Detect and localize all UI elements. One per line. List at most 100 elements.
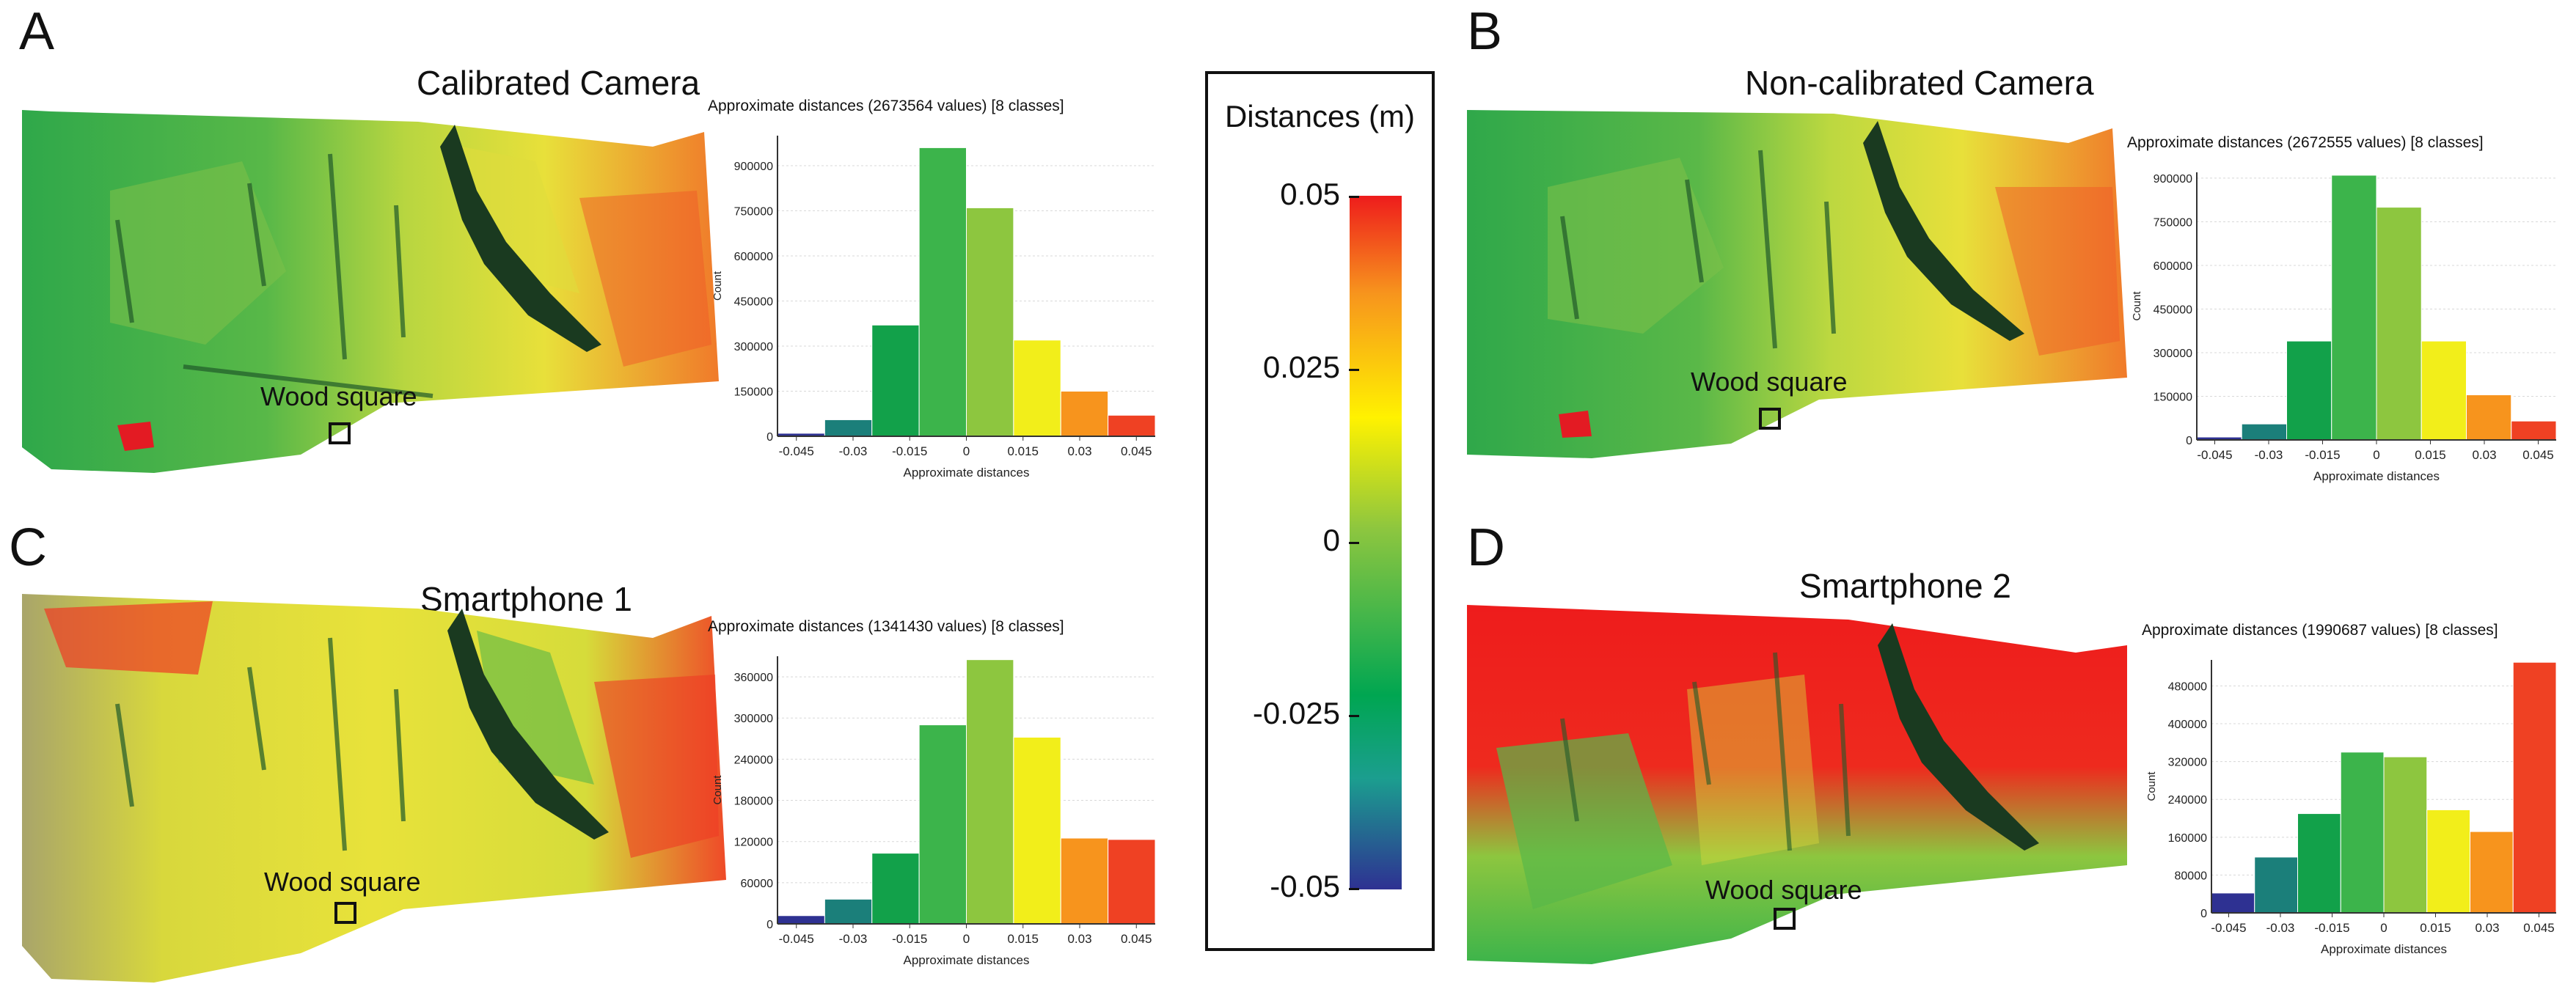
histogram-title: Approximate distances (2673564 values) […: [708, 98, 1064, 114]
histogram-x-tick-label: -0.015: [892, 444, 927, 458]
histogram-bar: [1060, 391, 1109, 437]
histogram-x-tick-label: 0: [963, 444, 970, 458]
histogram-bar: [966, 659, 1014, 925]
histogram-y-tick-label: 300000: [2154, 348, 2192, 360]
histogram-y-tick-label: 300000: [734, 713, 773, 725]
histogram-x-tick-label: -0.015: [2305, 448, 2340, 462]
colorbar-tick-label: 0.05: [1280, 177, 1340, 211]
histogram-y-label: Count: [711, 775, 724, 805]
terrain-map-c: Wood square: [22, 594, 726, 983]
terrain-map-b: Wood square: [1467, 110, 2127, 458]
colorbar-tick-mark: [1349, 196, 1359, 198]
panel-letter-b: B: [1467, 2, 1503, 61]
histogram-y-tick-label: 0: [2186, 435, 2192, 447]
histogram-x-label: Approximate distances: [2313, 469, 2440, 483]
histogram-bar: [2466, 394, 2512, 441]
histogram-y-tick-label: 0: [766, 919, 773, 931]
wood-square-label-d: Wood square: [1705, 875, 1862, 905]
histogram-x-tick-label: 0: [2380, 921, 2387, 935]
histogram-y-tick-label: 450000: [2154, 304, 2192, 316]
histogram-title: Approximate distances (1990687 values) […: [2142, 622, 2498, 639]
histogram-x-tick-label: -0.03: [839, 932, 868, 946]
histogram-x-tick-label: -0.03: [2255, 448, 2283, 462]
colorbar-tick-mark: [1349, 888, 1359, 890]
histogram-bar: [824, 898, 873, 925]
histogram-bar: [2383, 756, 2428, 914]
histogram-y-tick-label: 600000: [734, 251, 773, 263]
histogram-y-label: Count: [711, 271, 724, 301]
wood-square-label-a: Wood square: [260, 381, 417, 411]
histogram-x-label: Approximate distances: [904, 953, 1030, 967]
colorbar-tick-label: 0: [1322, 523, 1340, 557]
histogram-x-tick-label: -0.015: [892, 932, 927, 946]
histogram-b: Approximate distances (2672555 values) […: [2127, 134, 2557, 483]
histogram-y-tick-label: 300000: [734, 341, 773, 353]
colorbar-tick-label: 0.025: [1262, 350, 1340, 384]
histogram-y-tick-label: 240000: [2168, 794, 2207, 807]
histogram-y-tick-label: 750000: [734, 206, 773, 219]
wood-square-label-b: Wood square: [1691, 367, 1847, 397]
histogram-bar: [2421, 340, 2467, 441]
histogram-y-tick-label: 480000: [2168, 680, 2207, 693]
histogram-bar: [1060, 837, 1109, 925]
histogram-y-tick-label: 240000: [734, 754, 773, 766]
histogram-y-tick-label: 80000: [2175, 870, 2208, 882]
histogram-y-tick-label: 150000: [2154, 391, 2192, 403]
histogram-x-tick-label: -0.045: [2211, 921, 2246, 935]
histogram-bar: [1013, 339, 1061, 437]
histogram-x-tick-label: 0.015: [2420, 921, 2451, 935]
histogram-y-tick-label: 600000: [2154, 260, 2192, 273]
histogram-bar: [918, 724, 967, 925]
panel-letter-d: D: [1467, 518, 1505, 577]
histogram-bar: [2376, 207, 2422, 441]
panel-title-b: Non-calibrated Camera: [1745, 64, 2094, 102]
panel-title-d: Smartphone 2: [1799, 567, 2011, 605]
histogram-bar: [1108, 839, 1156, 925]
histogram-x-tick-label: 0.03: [1067, 444, 1091, 458]
histogram-x-tick-label: 0.03: [1067, 932, 1091, 946]
histogram-bar: [824, 419, 873, 437]
histogram-y-tick-label: 360000: [734, 672, 773, 684]
histogram-bar: [2241, 423, 2287, 441]
histogram-bar: [1108, 414, 1156, 437]
histogram-y-label: Count: [2145, 771, 2158, 801]
histogram-y-tick-label: 320000: [2168, 757, 2207, 769]
histogram-title: Approximate distances (2672555 values) […: [2127, 134, 2484, 151]
histogram-y-tick-label: 60000: [741, 878, 774, 890]
histogram-bar: [2286, 340, 2332, 441]
histogram-x-label: Approximate distances: [904, 466, 1030, 480]
histogram-y-tick-label: 180000: [734, 796, 773, 808]
histogram-bar: [2512, 661, 2557, 914]
histogram-x-tick-label: 0: [963, 932, 970, 946]
colorbar-tick-mark: [1349, 542, 1359, 544]
histogram-title: Approximate distances (1341430 values) […: [708, 618, 1064, 635]
terrain-map-a: Wood square: [22, 110, 719, 473]
panel-letter-c: C: [9, 518, 47, 577]
panel-title-c: Smartphone 1: [420, 580, 632, 618]
histogram-x-tick-label: 0.03: [2475, 921, 2499, 935]
colorbar-tick-label: -0.025: [1252, 696, 1340, 730]
histogram-x-tick-label: 0.015: [1007, 444, 1039, 458]
histogram-x-tick-label: -0.045: [779, 444, 814, 458]
histogram-x-tick-label: 0.03: [2472, 448, 2496, 462]
histogram-bar: [2470, 831, 2514, 914]
histogram-x-tick-label: -0.03: [2266, 921, 2295, 935]
panel-letter-a: A: [19, 2, 55, 61]
histogram-x-tick-label: -0.015: [2314, 921, 2349, 935]
histogram-x-tick-label: 0: [2373, 448, 2379, 462]
colorbar-legend: Distances (m) 0.05 0.025 0 -0.025 -0.05: [1205, 71, 1435, 951]
histogram-x-tick-label: 0.045: [2523, 921, 2555, 935]
histogram-bar: [2331, 175, 2377, 441]
histogram-y-label: Count: [2131, 291, 2143, 321]
histogram-x-tick-label: -0.045: [2197, 448, 2232, 462]
histogram-bar: [2254, 856, 2298, 914]
histogram-y-tick-label: 120000: [734, 837, 773, 849]
colorbar-tick-label: -0.05: [1270, 869, 1340, 903]
histogram-y-tick-label: 900000: [2154, 173, 2192, 186]
histogram-y-tick-label: 150000: [734, 386, 773, 399]
histogram-y-tick-label: 450000: [734, 296, 773, 309]
histogram-d: Approximate distances (1990687 values) […: [2142, 622, 2557, 956]
histogram-y-tick-label: 750000: [2154, 216, 2192, 229]
terrain-map-d: Wood square: [1467, 605, 2127, 964]
histogram-a: Approximate distances (2673564 values) […: [708, 98, 1156, 480]
